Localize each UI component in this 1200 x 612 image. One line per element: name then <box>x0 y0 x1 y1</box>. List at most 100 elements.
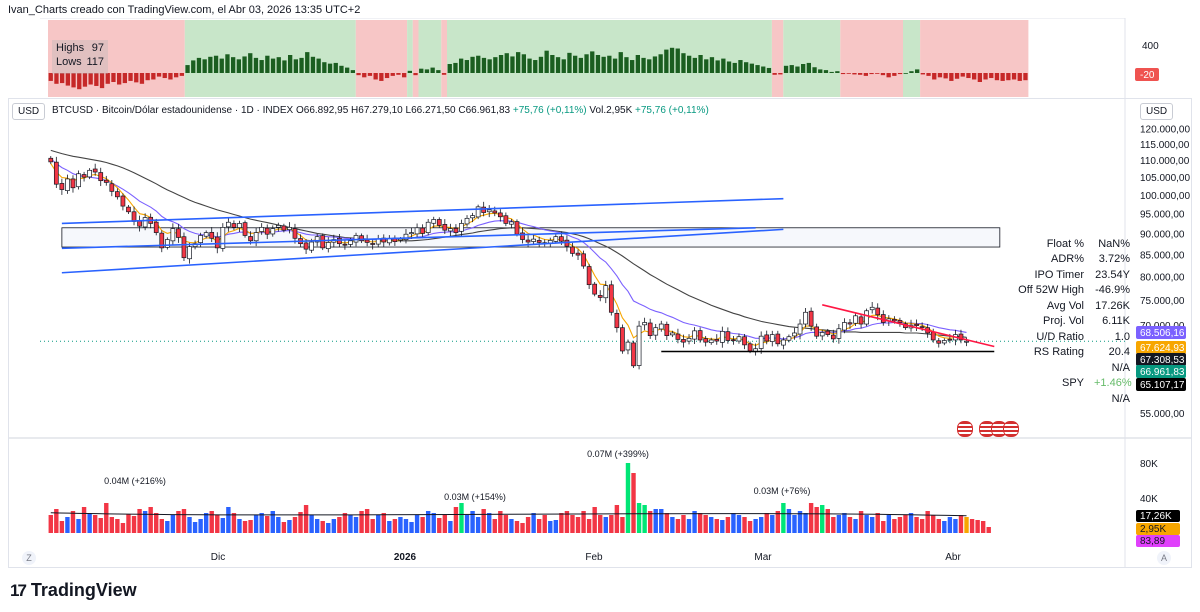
volume-bar <box>786 509 792 533</box>
x-tick-label: Mar <box>754 552 772 563</box>
breadth-current-badge <box>1135 68 1159 81</box>
breadth-bar <box>538 56 544 73</box>
candle-body <box>686 337 692 342</box>
volume-bar <box>664 513 670 533</box>
volume-bar <box>620 517 625 533</box>
candle-body <box>242 222 248 236</box>
volume-annotation: 0.07M (+399%) <box>587 449 649 459</box>
candle-body <box>48 157 54 163</box>
volume-bar <box>104 503 109 533</box>
breadth-bar <box>225 54 230 73</box>
candle-body <box>159 232 165 249</box>
volume-bar <box>287 520 292 533</box>
volume-bar <box>337 517 342 533</box>
candle-body <box>436 219 442 226</box>
breadth-bar <box>293 59 298 73</box>
price-chart[interactable]: 120.000,00 115.000,00 110.000,00 105.000,00… <box>0 98 1200 568</box>
volume-bar <box>464 515 470 533</box>
volume-bar <box>115 519 120 533</box>
volume-bar <box>725 517 731 533</box>
volume-annotation: 0.03M (+154%) <box>444 492 506 502</box>
candle-body <box>614 312 620 329</box>
breadth-bar <box>111 73 116 82</box>
candle-body <box>597 295 603 298</box>
candle-body <box>237 223 242 228</box>
volume-bar <box>736 515 742 533</box>
candle-body <box>120 195 126 207</box>
candle-body <box>520 232 525 240</box>
volume-bar <box>509 519 514 533</box>
candle-body <box>359 235 364 242</box>
breadth-bar <box>333 62 338 73</box>
volume-bar <box>442 515 448 533</box>
volume-bar <box>437 518 442 533</box>
breadth-zone <box>48 20 185 97</box>
candle-body <box>115 191 120 198</box>
candle-body <box>786 336 792 341</box>
breadth-bar <box>65 73 70 86</box>
currency-right-button[interactable]: USD <box>1140 103 1174 120</box>
breadth-bar <box>453 62 458 73</box>
candle-body <box>553 236 559 242</box>
volume-bar <box>220 518 226 533</box>
stats-row: U/D Ratio 1.0 <box>1004 329 1130 345</box>
breadth-bar <box>265 55 270 73</box>
candle-body <box>76 173 81 188</box>
breadth-bar <box>909 71 914 73</box>
volume-scale-label: 2,95K <box>1140 524 1166 535</box>
volume-bar <box>48 515 53 533</box>
us-flag-icon[interactable] <box>1003 421 1019 437</box>
volume-bar <box>376 515 381 533</box>
currency-left-button[interactable]: USD <box>12 103 46 120</box>
breadth-bar <box>658 54 663 73</box>
candle-body <box>775 333 781 345</box>
event-flags[interactable] <box>957 421 1019 437</box>
volume-bar <box>314 519 320 533</box>
candle-body <box>231 223 237 228</box>
volume-bar <box>209 511 214 533</box>
breadth-bar <box>812 67 817 73</box>
candle-body <box>425 221 431 233</box>
y-tick-label: 100.000,00 <box>1140 191 1190 202</box>
candle-body <box>81 174 87 178</box>
us-flag-icon[interactable] <box>957 421 973 437</box>
breadth-bar <box>932 73 937 80</box>
breadth-bar <box>470 56 475 73</box>
candle-body <box>819 332 825 337</box>
breadth-bar <box>858 73 863 75</box>
stats-key: IPO Timer <box>1034 268 1084 281</box>
volume-bar <box>986 527 991 533</box>
breadth-zone <box>783 20 841 97</box>
breadth-bar <box>436 70 441 73</box>
auto-scale-button[interactable]: A <box>1157 551 1171 565</box>
volume-bar <box>420 517 425 533</box>
breadth-bar <box>954 73 960 79</box>
candle-body <box>692 330 697 340</box>
breadth-bar <box>282 60 287 73</box>
candle-body <box>631 342 636 367</box>
stats-value: -46.9% <box>1095 284 1130 297</box>
candle-body <box>187 246 192 260</box>
candle-body <box>375 238 381 245</box>
breadth-bar <box>783 65 789 73</box>
volume-bar <box>714 519 719 533</box>
stats-key: U/D Ratio <box>1036 330 1084 343</box>
zoom-reset-button[interactable]: Z <box>22 551 36 565</box>
breadth-bar <box>1017 73 1022 81</box>
breadth-bar <box>105 73 110 84</box>
volume-bar <box>947 517 953 533</box>
breadth-bar <box>231 57 236 73</box>
candle-body <box>869 306 875 311</box>
candle-body <box>164 239 170 248</box>
breadth-bar <box>687 55 692 73</box>
breadth-bar <box>624 57 629 73</box>
volume-bar <box>259 513 264 533</box>
breadth-bar <box>345 67 350 73</box>
x-tick-label: Dic <box>211 552 225 563</box>
breadth-bar <box>567 52 572 73</box>
breadth-bar <box>550 55 555 73</box>
volume-bar <box>869 517 875 533</box>
breadth-bar <box>350 70 355 73</box>
candle-body <box>875 307 881 316</box>
volume-bar <box>137 509 142 533</box>
